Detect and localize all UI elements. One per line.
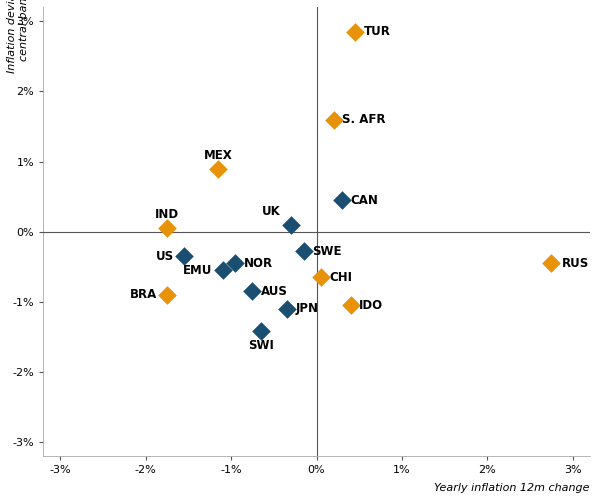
Text: S. AFR: S. AFR: [342, 113, 386, 126]
Point: [214, 164, 223, 172]
Point: [256, 327, 266, 335]
Point: [179, 252, 189, 260]
Text: UK: UK: [262, 204, 281, 218]
Text: SWI: SWI: [248, 340, 274, 352]
Point: [162, 224, 172, 232]
Point: [286, 220, 296, 228]
Text: TUR: TUR: [364, 26, 391, 38]
Text: JPN: JPN: [295, 302, 318, 315]
X-axis label: Yearly inflation 12m change: Yearly inflation 12m change: [434, 483, 590, 493]
Text: CAN: CAN: [350, 194, 379, 206]
Point: [230, 259, 240, 267]
Y-axis label: Inflation deviation from
central bank target: Inflation deviation from central bank ta…: [7, 0, 29, 72]
Point: [299, 247, 308, 255]
Text: RUS: RUS: [562, 256, 589, 270]
Text: BRA: BRA: [130, 288, 157, 301]
Point: [329, 116, 338, 124]
Text: NOR: NOR: [244, 256, 273, 270]
Text: MEX: MEX: [204, 148, 233, 162]
Point: [316, 273, 326, 281]
Text: US: US: [156, 250, 174, 262]
Text: IDO: IDO: [359, 298, 383, 312]
Text: IND: IND: [155, 208, 179, 221]
Point: [282, 304, 292, 312]
Point: [162, 290, 172, 298]
Text: SWE: SWE: [312, 244, 342, 258]
Text: CHI: CHI: [329, 270, 352, 283]
Text: AUS: AUS: [261, 284, 288, 298]
Point: [547, 259, 556, 267]
Point: [350, 28, 360, 36]
Point: [346, 301, 355, 309]
Point: [218, 266, 227, 274]
Point: [248, 287, 257, 295]
Text: EMU: EMU: [183, 264, 212, 276]
Point: [337, 196, 347, 204]
